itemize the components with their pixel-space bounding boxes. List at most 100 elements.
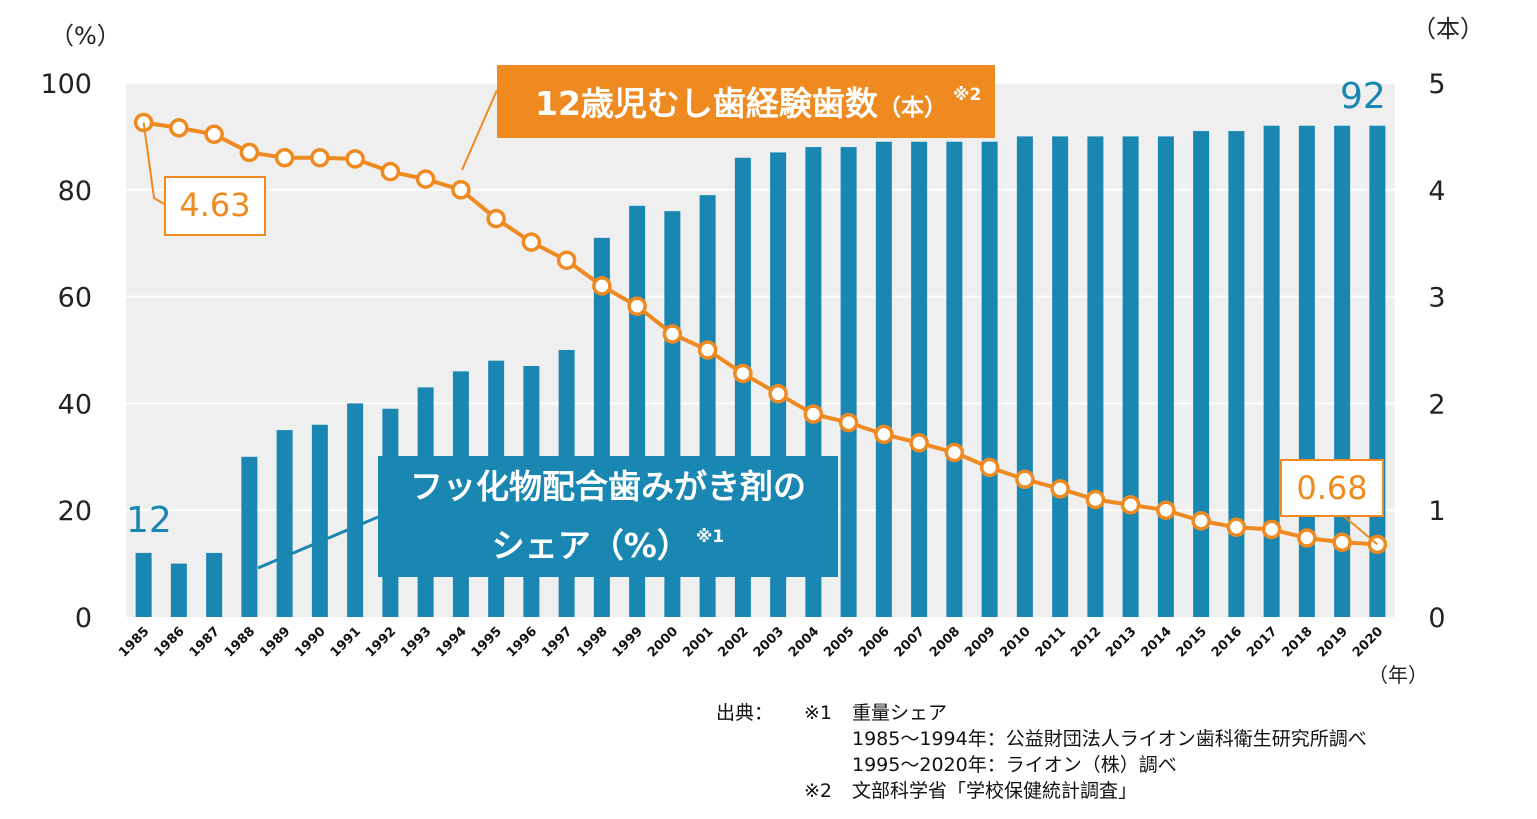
fluoride-callout-leader xyxy=(257,515,379,570)
x-tick-label: 2010 xyxy=(998,624,1034,660)
bar xyxy=(1087,136,1104,617)
caries-point xyxy=(944,442,965,463)
x-tick-label: 2006 xyxy=(857,624,893,660)
bar xyxy=(875,141,892,618)
source-line-3: 1995～2020年：ライオン（株）調べ xyxy=(852,754,1177,776)
caries-point xyxy=(1015,469,1035,489)
caries-point xyxy=(345,149,365,169)
caries-point xyxy=(1120,495,1141,515)
caries-point xyxy=(204,124,224,145)
source-line-2: 1985～1994年：公益財団法人ライオン歯科衛生研究所調べ xyxy=(852,728,1367,750)
bar xyxy=(1228,131,1245,617)
x-tick-label: 2000 xyxy=(645,624,681,660)
left-tick-label: 60 xyxy=(58,283,92,314)
caries-point xyxy=(380,161,401,182)
x-tick-label: 2011 xyxy=(1033,624,1069,660)
x-tick-label: 1997 xyxy=(539,624,575,660)
x-tick-label: 2019 xyxy=(1315,624,1351,660)
x-tick-label: 1990 xyxy=(293,624,329,660)
caries-callout-unit: （本） xyxy=(877,95,947,121)
caries-point xyxy=(451,180,471,200)
start-share-label: 12 xyxy=(126,500,172,541)
x-tick-label: 1987 xyxy=(187,624,223,660)
x-tick-label: 1991 xyxy=(328,624,364,660)
bar xyxy=(1193,131,1210,617)
x-tick-label: 2016 xyxy=(1209,624,1245,660)
right-axis-unit: （本） xyxy=(1412,15,1484,43)
caries-point xyxy=(697,340,718,360)
right-tick-label: 2 xyxy=(1428,389,1445,420)
left-tick-label: 100 xyxy=(40,69,92,100)
start-caries-leader xyxy=(142,122,165,205)
right-tick-label: 5 xyxy=(1428,69,1445,100)
end-caries-label: 0.68 xyxy=(1280,459,1384,517)
gridlines xyxy=(126,82,1395,512)
bar xyxy=(276,430,293,617)
x-tick-label: 2007 xyxy=(892,624,928,660)
caries-point xyxy=(1156,500,1176,520)
caries-point xyxy=(627,296,647,316)
fluoride-callout-line1: フッ化物配合歯みがき剤の xyxy=(410,467,806,506)
caries-point xyxy=(662,324,683,344)
caries-line xyxy=(133,112,1388,555)
note1-mark: ※1 xyxy=(804,702,833,724)
caries-point xyxy=(1191,511,1211,531)
source-notes: 出典： ※1 重量シェア 1985～1994年：公益財団法人ライオン歯科衛生研究所調… xyxy=(716,700,1367,804)
caries-point xyxy=(1050,479,1070,499)
x-tick-label: 1998 xyxy=(575,624,611,660)
caries-point xyxy=(838,412,859,433)
caries-point xyxy=(521,232,542,252)
caries-callout-title: 12歳児むし歯経験歯数 xyxy=(535,84,878,123)
caries-point xyxy=(803,404,824,424)
bar xyxy=(946,141,963,618)
bar xyxy=(311,424,328,617)
bar xyxy=(1016,136,1033,617)
x-tick-label: 1995 xyxy=(469,624,505,660)
x-tick-label: 2003 xyxy=(751,624,787,660)
bar xyxy=(981,141,998,618)
x-tick-label: 1999 xyxy=(610,624,646,660)
left-tick-label: 80 xyxy=(58,176,92,207)
x-tick-label: 2014 xyxy=(1139,624,1175,660)
end-caries-leader xyxy=(1339,512,1379,546)
caries-point xyxy=(1297,528,1317,548)
bar xyxy=(1122,136,1139,617)
x-tick-label: 1996 xyxy=(504,624,540,660)
caries-point xyxy=(733,363,753,384)
caries-point xyxy=(874,424,894,445)
caries-point xyxy=(592,276,612,296)
x-tick-label: 2012 xyxy=(1068,624,1104,660)
callout-leaders xyxy=(142,89,1379,570)
right-tick-label: 0 xyxy=(1428,603,1445,634)
caries-callout: 12歳児むし歯経験歯数（本） ※2 xyxy=(497,65,996,138)
x-tick-label: 2018 xyxy=(1280,624,1316,660)
right-tick-label: 1 xyxy=(1428,496,1445,527)
end-share-label: 92 xyxy=(1340,76,1386,117)
x-tick-label: 2001 xyxy=(680,624,716,660)
x-tick-label: 1992 xyxy=(363,624,399,660)
fluoride-callout-note: ※1 xyxy=(695,527,725,547)
x-tick-label: 2013 xyxy=(1103,624,1139,660)
bar xyxy=(1157,136,1174,617)
fluoride-callout-line2: シェア（%） xyxy=(491,526,690,565)
bar xyxy=(911,141,928,618)
left-tick-label: 20 xyxy=(58,496,92,527)
bar xyxy=(840,147,857,617)
source-heading: 出典： xyxy=(716,702,774,724)
x-tick-label: 2009 xyxy=(962,624,998,660)
bar xyxy=(170,563,187,617)
x-tick-label: 1994 xyxy=(434,624,470,660)
caries-point xyxy=(1332,532,1352,552)
bar xyxy=(206,552,223,617)
x-tick-label: 1993 xyxy=(398,624,434,660)
caries-point xyxy=(310,148,330,168)
note2-mark: ※2 xyxy=(804,780,833,802)
x-tick-label: 2002 xyxy=(716,624,752,660)
left-axis-unit: （%） xyxy=(50,22,121,50)
caries-point xyxy=(274,148,295,168)
caries-point xyxy=(979,457,1000,478)
x-tick-label: 2005 xyxy=(821,624,857,660)
caries-callout-note: ※2 xyxy=(952,85,982,105)
x-tick-label: 2020 xyxy=(1350,624,1386,660)
start-caries-label: 4.63 xyxy=(164,176,266,236)
